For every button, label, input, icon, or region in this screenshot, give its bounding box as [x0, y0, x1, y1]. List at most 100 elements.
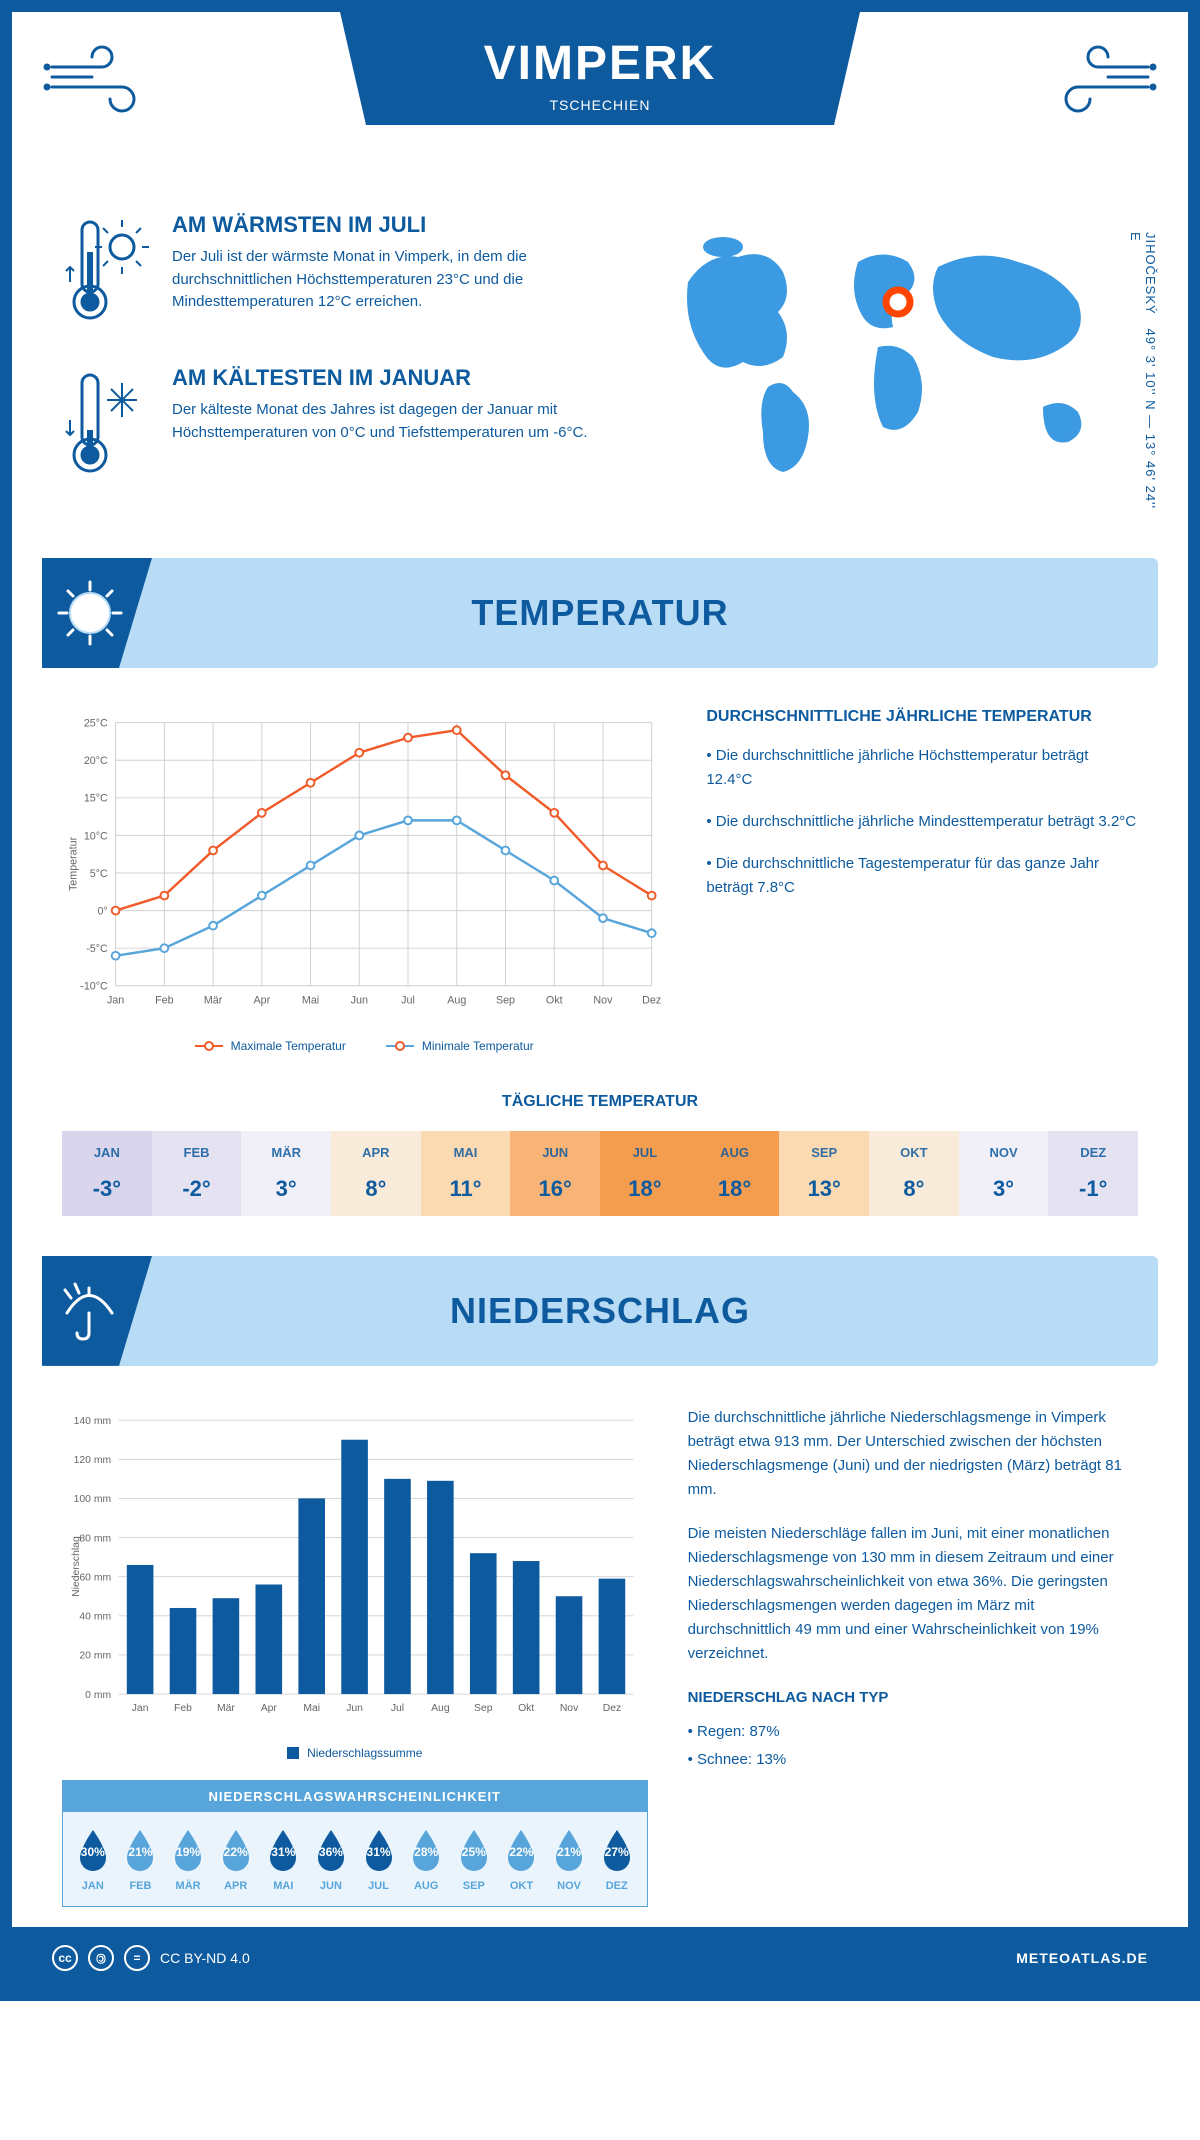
- svg-text:Mär: Mär: [204, 994, 223, 1006]
- license-text: CC BY-ND 4.0: [160, 1950, 250, 1966]
- svg-text:140 mm: 140 mm: [74, 1416, 111, 1427]
- world-map: JIHOČESKÝ 49° 3' 10'' N — 13° 46' 24'' E: [658, 212, 1138, 518]
- svg-text:Apr: Apr: [261, 1703, 278, 1714]
- coldest-block: AM KÄLTESTEN IM JANUAR Der kälteste Mona…: [62, 365, 618, 490]
- precipitation-probability: NIEDERSCHLAGSWAHRSCHEINLICHKEIT 30%JAN21…: [62, 1780, 648, 1907]
- daily-cell: JUL18°: [600, 1131, 690, 1216]
- svg-text:-5°C: -5°C: [86, 943, 108, 955]
- probability-cell: 28%AUG: [402, 1826, 450, 1892]
- section-title: NIEDERSCHLAG: [450, 1290, 750, 1332]
- section-title: TEMPERATUR: [471, 592, 728, 634]
- svg-text:-10°C: -10°C: [80, 981, 108, 993]
- umbrella-icon: [42, 1256, 152, 1366]
- svg-text:Temperatur: Temperatur: [68, 836, 80, 891]
- svg-text:Sep: Sep: [496, 994, 515, 1006]
- temperature-section-header: TEMPERATUR: [42, 558, 1158, 668]
- svg-text:15°C: 15°C: [84, 793, 108, 805]
- temperature-info: DURCHSCHNITTLICHE JÄHRLICHE TEMPERATUR •…: [706, 708, 1138, 1053]
- svg-text:Feb: Feb: [155, 994, 174, 1006]
- temp-info-title: DURCHSCHNITTLICHE JÄHRLICHE TEMPERATUR: [706, 708, 1138, 726]
- svg-text:Okt: Okt: [546, 994, 563, 1006]
- by-icon: 🄯: [88, 1945, 114, 1971]
- probability-cell: 27%DEZ: [593, 1826, 641, 1892]
- svg-text:Okt: Okt: [518, 1703, 534, 1714]
- wind-icon: [1038, 42, 1158, 122]
- probability-cell: 25%SEP: [450, 1826, 498, 1892]
- wind-icon: [42, 42, 162, 122]
- probability-cell: 31%MAI: [260, 1826, 308, 1892]
- header: VIMPERK TSCHECHIEN: [12, 12, 1188, 192]
- svg-text:Niederschlag: Niederschlag: [71, 1536, 82, 1597]
- nd-icon: =: [124, 1945, 150, 1971]
- svg-text:20 mm: 20 mm: [79, 1651, 111, 1662]
- svg-text:20°C: 20°C: [84, 755, 108, 767]
- probability-cell: 22%OKT: [498, 1826, 546, 1892]
- probability-cell: 30%JAN: [69, 1826, 117, 1892]
- daily-cell: MAI11°: [421, 1131, 511, 1216]
- svg-text:Aug: Aug: [431, 1703, 450, 1714]
- daily-cell: DEZ-1°: [1048, 1131, 1138, 1216]
- site-name: METEOATLAS.DE: [1016, 1950, 1148, 1966]
- daily-cell: OKT8°: [869, 1131, 959, 1216]
- svg-text:Nov: Nov: [560, 1703, 579, 1714]
- page-subtitle: TSCHECHIEN: [340, 97, 860, 113]
- sun-icon: [42, 558, 152, 668]
- probability-cell: 19%MÄR: [164, 1826, 212, 1892]
- probability-cell: 21%NOV: [545, 1826, 593, 1892]
- svg-text:60 mm: 60 mm: [79, 1572, 111, 1583]
- daily-cell: FEB-2°: [152, 1131, 242, 1216]
- svg-text:Jul: Jul: [391, 1703, 404, 1714]
- svg-text:Jul: Jul: [401, 994, 415, 1006]
- svg-text:Mär: Mär: [217, 1703, 235, 1714]
- probability-cell: 36%JUN: [307, 1826, 355, 1892]
- thermometer-hot-icon: [62, 212, 152, 337]
- coldest-text: Der kälteste Monat des Jahres ist dagege…: [172, 399, 618, 444]
- svg-text:Jun: Jun: [351, 994, 368, 1006]
- warmest-block: AM WÄRMSTEN IM JULI Der Juli ist der wär…: [62, 212, 618, 337]
- svg-text:40 mm: 40 mm: [79, 1611, 111, 1622]
- coldest-title: AM KÄLTESTEN IM JANUAR: [172, 365, 618, 391]
- thermometer-cold-icon: [62, 365, 152, 490]
- probability-cell: 21%FEB: [117, 1826, 165, 1892]
- svg-text:100 mm: 100 mm: [74, 1494, 111, 1505]
- cc-icon: cc: [52, 1945, 78, 1971]
- svg-text:80 mm: 80 mm: [79, 1533, 111, 1544]
- svg-text:Jan: Jan: [107, 994, 124, 1006]
- svg-text:0 mm: 0 mm: [85, 1690, 111, 1701]
- daily-temp-title: TÄGLICHE TEMPERATUR: [12, 1093, 1188, 1111]
- daily-temp-grid: JAN-3°FEB-2°MÄR3°APR8°MAI11°JUN16°JUL18°…: [62, 1131, 1138, 1216]
- temperature-line-chart: -10°C -5°C 0° 5°C 10°C 15°C 20°C 25°C Jan Feb Mär A…: [62, 708, 666, 1053]
- chart-legend: .leg-line:nth-child(1)::before{border-co…: [62, 1039, 666, 1053]
- daily-cell: APR8°: [331, 1131, 421, 1216]
- svg-text:Mai: Mai: [303, 1703, 320, 1714]
- svg-text:Dez: Dez: [642, 994, 661, 1006]
- daily-cell: NOV3°: [959, 1131, 1049, 1216]
- daily-cell: JAN-3°: [62, 1131, 152, 1216]
- svg-text:Apr: Apr: [253, 994, 270, 1006]
- svg-text:5°C: 5°C: [90, 868, 108, 880]
- svg-text:Mai: Mai: [302, 994, 319, 1006]
- svg-text:0°: 0°: [98, 905, 108, 917]
- svg-text:Nov: Nov: [593, 994, 613, 1006]
- svg-text:Dez: Dez: [603, 1703, 621, 1714]
- svg-text:10°C: 10°C: [84, 830, 108, 842]
- svg-text:Jan: Jan: [132, 1703, 149, 1714]
- warmest-text: Der Juli ist der wärmste Monat in Vimper…: [172, 246, 618, 314]
- daily-cell: AUG18°: [690, 1131, 780, 1216]
- footer: cc 🄯 = CC BY-ND 4.0 METEOATLAS.DE: [12, 1927, 1188, 1989]
- warmest-title: AM WÄRMSTEN IM JULI: [172, 212, 618, 238]
- coordinates: JIHOČESKÝ 49° 3' 10'' N — 13° 46' 24'' E: [1128, 232, 1158, 518]
- svg-text:Sep: Sep: [474, 1703, 493, 1714]
- precipitation-text: Die durchschnittliche jährliche Niedersc…: [688, 1406, 1138, 1907]
- svg-text:25°C: 25°C: [84, 718, 108, 730]
- title-banner: VIMPERK TSCHECHIEN: [340, 12, 860, 125]
- precipitation-bar-chart: 0 mm 20 mm 40 mm 60 mm 80 mm 100 mm 120 mm 140 …: [62, 1406, 648, 1907]
- precipitation-section-header: NIEDERSCHLAG: [42, 1256, 1158, 1366]
- daily-cell: JUN16°: [510, 1131, 600, 1216]
- intro-section: AM WÄRMSTEN IM JULI Der Juli ist der wär…: [12, 192, 1188, 548]
- svg-text:Jun: Jun: [346, 1703, 363, 1714]
- svg-text:120 mm: 120 mm: [74, 1455, 111, 1466]
- daily-cell: SEP13°: [779, 1131, 869, 1216]
- svg-text:Feb: Feb: [174, 1703, 192, 1714]
- page-title: VIMPERK: [340, 36, 860, 91]
